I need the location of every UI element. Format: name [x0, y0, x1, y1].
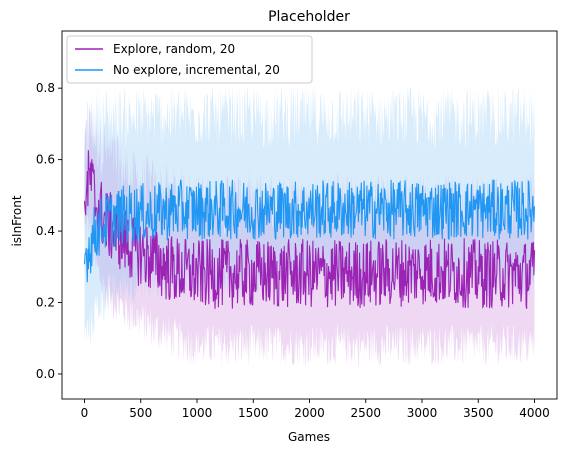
y-tick-label-3: 0.6	[36, 153, 55, 167]
line-series-1	[83, 179, 536, 283]
x-tick-label-3000: 3000	[407, 406, 438, 420]
legend-box	[66, 35, 313, 84]
x-axis: 0 500 1000 1500 2000 2500 3000 3500 4000	[81, 399, 550, 420]
x-axis-label: Games	[288, 430, 330, 444]
x-tick-label-1500: 1500	[238, 406, 269, 420]
legend-label-no-explore: No explore, incremental, 20	[113, 63, 280, 77]
band-series-0	[84, 104, 535, 367]
x-tick-label-500: 500	[129, 406, 152, 420]
y-axis: 0.0 0.2 0.4 0.6 0.8	[36, 81, 62, 381]
legend-label-explore: Explore, random, 20	[113, 42, 235, 56]
y-axis-label: isInFront	[10, 195, 24, 246]
y-tick-label-4: 0.8	[36, 81, 55, 95]
x-tick-label-3500: 3500	[463, 406, 494, 420]
series-lines	[83, 150, 536, 309]
chart-title: Placeholder	[268, 9, 350, 25]
x-tick-label-2500: 2500	[350, 406, 381, 420]
legend: Explore, random, 20 No explore, incremen…	[66, 35, 313, 84]
y-tick-label-2: 0.4	[36, 224, 55, 238]
line-series-0	[83, 150, 536, 309]
y-tick-label-0: 0.0	[36, 367, 55, 381]
x-tick-label-0: 0	[81, 406, 89, 420]
x-tick-label-4000: 4000	[519, 406, 550, 420]
x-tick-label-1000: 1000	[182, 406, 213, 420]
y-tick-label-1: 0.2	[36, 296, 55, 310]
x-tick-label-2000: 2000	[294, 406, 325, 420]
